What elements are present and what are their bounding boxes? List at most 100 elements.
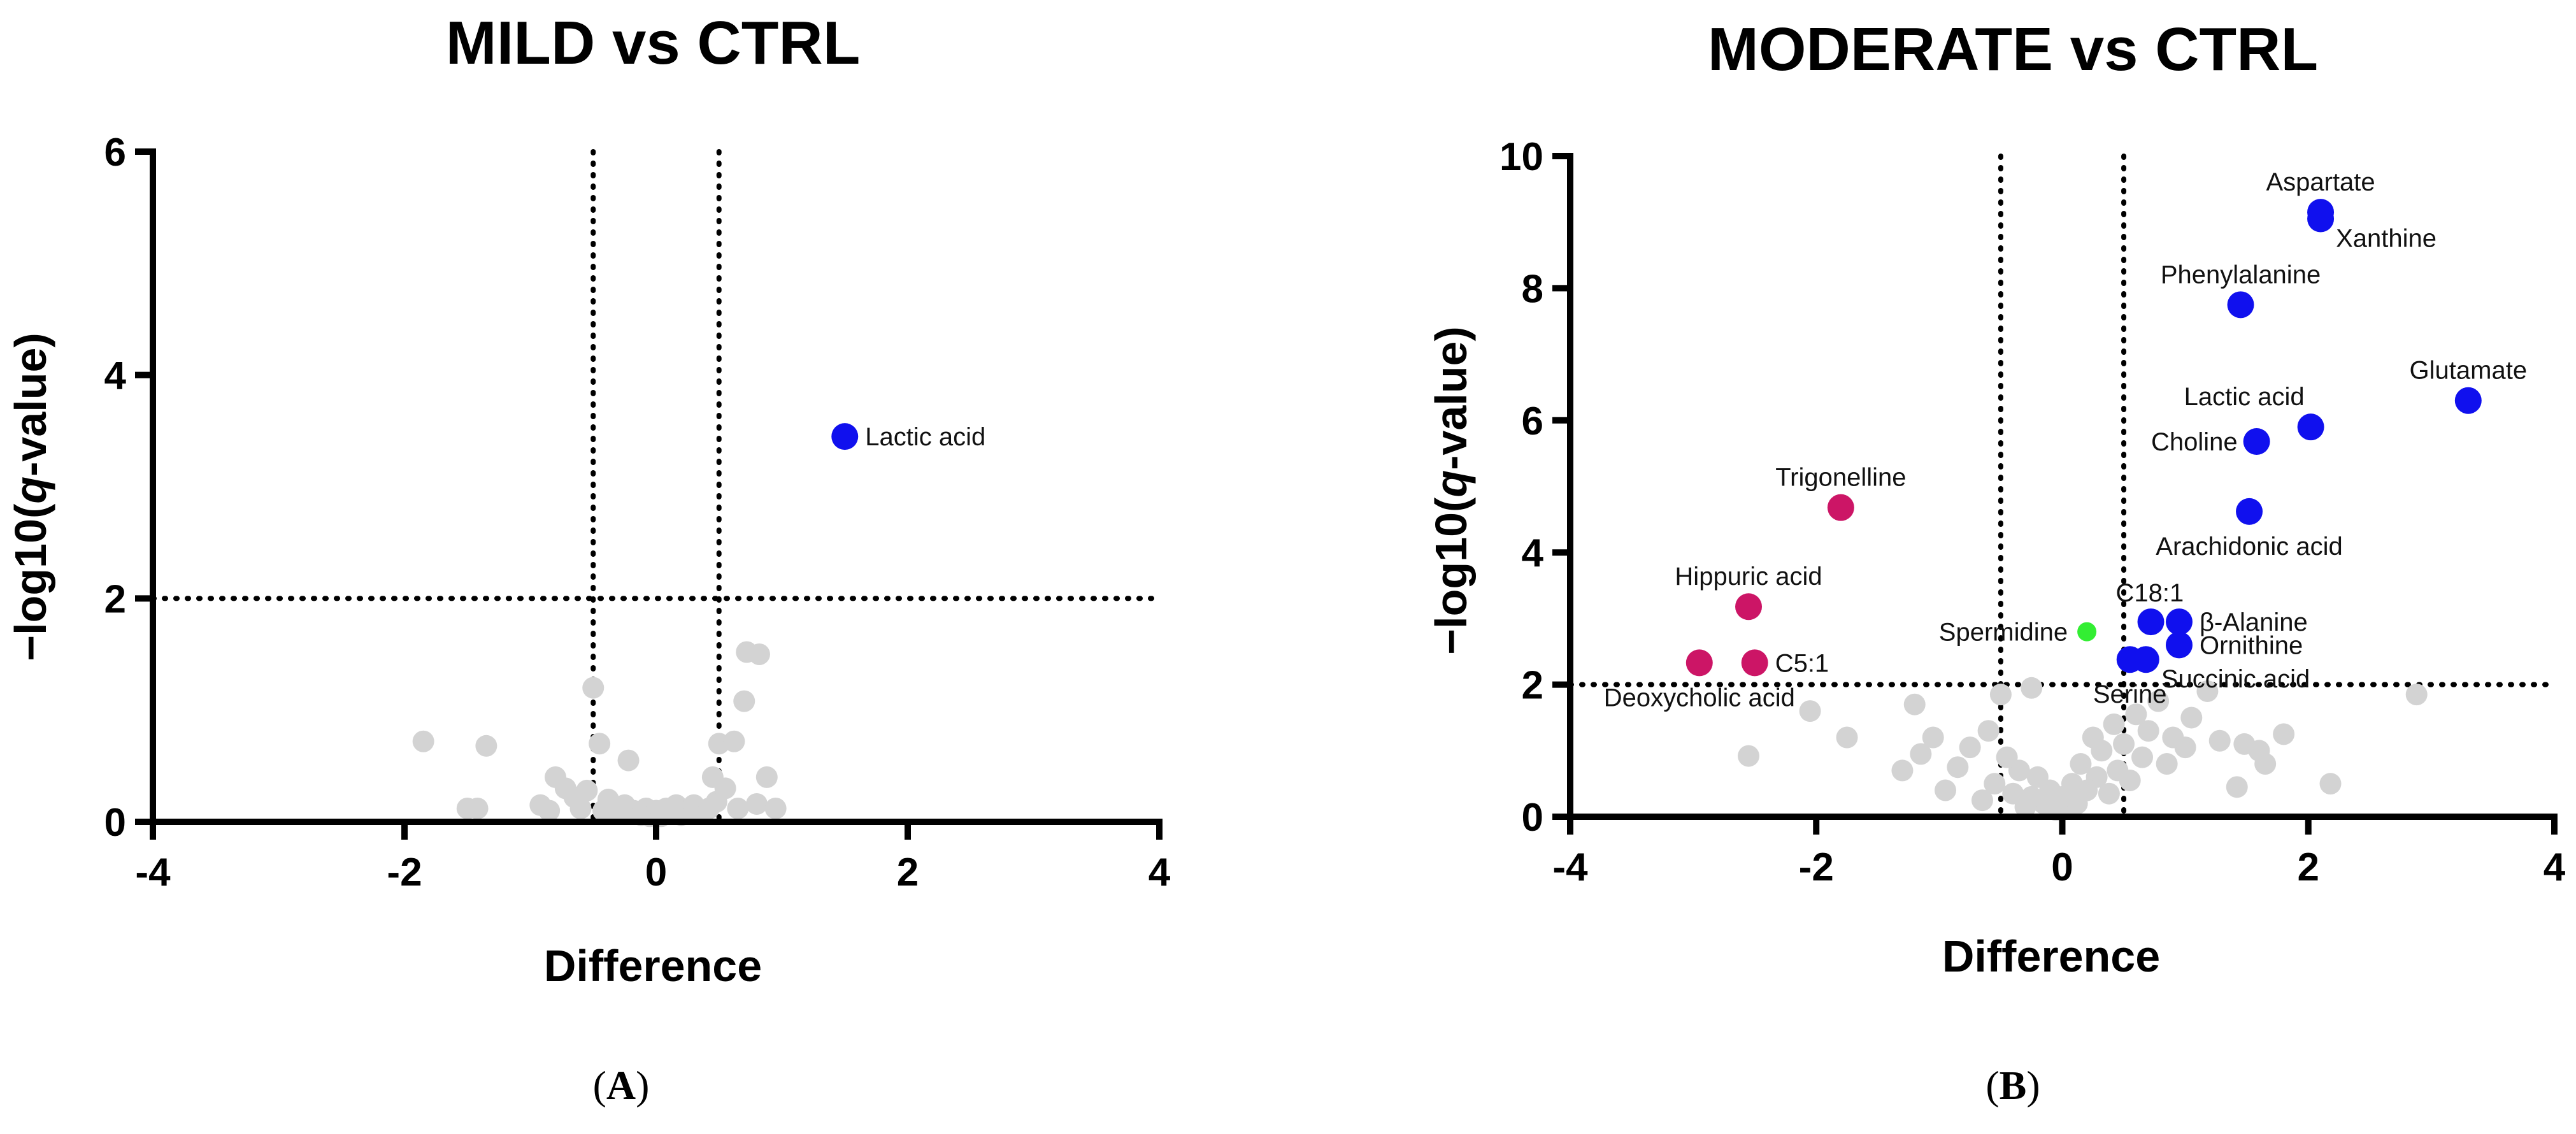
panel-a-label: (A) [593,1063,650,1108]
panel-a-data-point [589,733,611,755]
panel-a-point-label: Lactic acid [865,423,985,451]
panel-b-y-tick-label: 4 [1522,531,1544,575]
panel-b-data-point [2273,723,2295,745]
panel-a-data-point [748,643,770,665]
panel-b-data-point [2233,733,2256,755]
panel-b-data-point [2454,387,2482,414]
panel-a-data-point [475,735,497,757]
panel-b-data-point [2021,677,2043,699]
panel-a-data-point [755,766,778,788]
panel-b-data-point [2307,205,2335,233]
panel-b-y-tick-label: 2 [1522,664,1543,708]
panel-b-data-point [2137,720,2159,742]
panel-a-data-point [538,800,561,822]
panel-b-point-label: Choline [2151,428,2238,456]
panel-b-data-point [2180,707,2203,729]
panel-a-data-point [576,779,598,801]
panel-b-data-point [2026,766,2049,788]
panel-b-point-label: Xanthine [2336,225,2436,253]
panel-b-data-point [2162,726,2184,749]
panel-a-y-tick-label: 2 [104,577,126,621]
panel-a-x-tick-label: -2 [387,850,422,894]
panel-b-y-tick-label: 10 [1499,135,1543,179]
panel-b-data-point [2226,776,2248,798]
panel-b-data-point [2103,713,2125,735]
panel-b-x-tick-label: 4 [2544,845,2566,889]
panel-b-data-point [1989,684,2012,706]
panel-b-data-point [2077,622,2097,642]
panel-b-point-label: Serine [2093,680,2167,708]
panel-b-data-point [2098,782,2120,805]
panel-b-point-label: Aspartate [2266,168,2375,196]
panel-b-y-tick-label: 6 [1522,399,1543,443]
panel-b-data-point [2147,690,2170,712]
panel-a-title: MILD vs CTRL [446,9,861,77]
panel-a-y-tick-label: 0 [104,801,126,845]
panel-b-data-point [2116,646,2143,673]
panel-b-data-point [2113,733,2135,755]
panel-b-data-point [2196,680,2219,702]
panel-b-data-point [1903,693,1926,715]
panel-b-data-point [2002,782,2024,805]
panel-b-point-label: Phenylalanine [2161,261,2321,289]
panel-a-x-tick-label: 4 [1148,850,1171,894]
panel-a-data-point [723,730,745,752]
panel-a-x-axis-label: Difference [544,941,762,991]
panel-a-data-point [727,797,749,819]
panel-b: MODERATE vs CTRL Aspartate Xanthine Phenyl… [1426,15,2566,1108]
panel-b-point-label: β-Alanine [2200,608,2308,636]
panel-b-x-tick-label: 0 [2051,845,2073,889]
panel-b-point-label: Arachidonic acid [2156,533,2343,561]
panel-b-data-point [2107,759,2129,782]
panel-b-point-label: C18:1 [2116,579,2184,607]
panel-b-y-axis-label: −log10(q-value) [1426,326,1476,654]
panel-b-point-label: Glutamate [2410,357,2528,385]
panel-a-x-tick-label: -4 [135,850,171,894]
panel-b-data-point [2297,413,2324,441]
panel-a-data-point [831,423,859,450]
panel-b-x-tick-label: 2 [2298,845,2319,889]
panel-b-data-point [2165,608,2193,636]
panel-b-data-point [1685,649,1713,677]
panel-b-data-point [2131,746,2154,768]
panel-a-data-point [714,777,736,800]
panel-b-data-point [1799,700,1821,722]
panel-a-y-tick-label: 4 [104,354,127,398]
panel-b-title: MODERATE vs CTRL [1708,15,2318,83]
panel-b-x-tick-label: -4 [1552,845,1588,889]
panel-b-data-point [2208,729,2231,752]
panel-b-plot: Aspartate Xanthine Phenylalanine Glutamate L… [1499,135,2566,889]
panel-b-data-point [1977,720,2000,742]
panel-b-point-label: Succinic acid [2161,665,2310,693]
panel-a-x-tick-label: 0 [645,850,667,894]
panel-a-data-point [746,793,768,815]
panel-b-x-axis-label: Difference [1942,931,2160,981]
panel-b-data-point [1836,726,1858,749]
panel-b-data-point [1971,789,1993,812]
panel-b-data-point [1922,726,1944,749]
panel-b-data-point [1996,746,2018,768]
panel-b-data-point [1935,779,1957,801]
panel-b-data-point [2319,773,2342,795]
panel-b-point-label: Lactic acid [2184,383,2305,411]
panel-b-point-label: Spermidine [1939,619,2068,647]
panel-b-data-point [2243,427,2270,455]
panel-b-data-point [2137,608,2165,636]
panel-b-data-point [2405,684,2428,706]
panel-b-data-point [1891,759,1914,782]
panel-b-data-point [1827,494,1854,521]
panel-b-data-point [1735,593,1763,621]
panel-a-data-point [582,677,605,699]
panel-b-label: (B) [1986,1063,2040,1108]
panel-b-data-point [2254,753,2277,775]
panel-b-data-point [2165,631,2193,659]
panel-b-point-label: Trigonelline [1775,464,1906,492]
panel-a-y-tick-label: 6 [104,131,126,175]
panel-b-data-point [2227,291,2254,319]
panel-b-data-point [2156,753,2178,775]
panel-b-data-point [1741,649,1768,677]
panel-a-data-point [569,797,592,819]
panel-a-data-point [764,797,787,819]
panel-a-plot: Lactic acid -4 -2 0 2 4 0 2 4 6 [104,131,1171,894]
